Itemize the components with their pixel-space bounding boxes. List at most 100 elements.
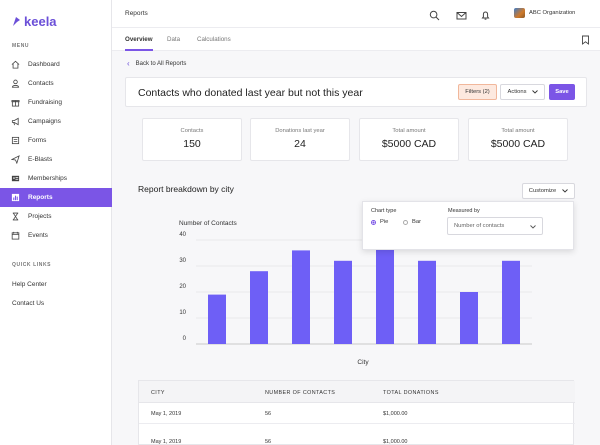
- stat-card-total-amount-2: Total amount $5000 CAD: [468, 118, 568, 161]
- cell-city: May 1, 2019: [151, 439, 182, 445]
- actions-button[interactable]: Actions: [500, 84, 545, 100]
- radio-indicator: [403, 219, 408, 225]
- column-header-city[interactable]: CITY: [151, 390, 165, 396]
- bar[interactable]: [250, 271, 268, 344]
- measured-by-label: Measured by: [448, 208, 480, 214]
- tab-overview[interactable]: Overview: [125, 36, 153, 43]
- bar[interactable]: [292, 250, 310, 344]
- column-header-contacts[interactable]: NUMBER OF CONTACTS: [265, 390, 336, 396]
- mail-icon[interactable]: [456, 8, 467, 20]
- page-title: Reports: [125, 10, 148, 17]
- sidebar-item-campaigns[interactable]: Campaigns: [0, 112, 112, 131]
- sidebar-item-contacts[interactable]: Contacts: [0, 74, 112, 93]
- bar[interactable]: [376, 245, 394, 344]
- customize-label: Customize: [528, 188, 557, 194]
- y-tick-label: 40: [179, 232, 186, 238]
- save-button[interactable]: Save: [549, 84, 575, 100]
- stat-value: $5000 CAD: [490, 138, 546, 150]
- stat-value: $5000 CAD: [381, 138, 437, 150]
- cell-city: May 1, 2019: [151, 411, 182, 417]
- x-axis-label: City: [357, 359, 369, 366]
- calendar-icon: [11, 231, 20, 240]
- report-title: Contacts who donated last year but not t…: [138, 87, 363, 99]
- megaphone-icon: [11, 117, 20, 126]
- app-logo[interactable]: keela: [12, 14, 57, 29]
- sidebar-item-forms[interactable]: Forms: [0, 131, 112, 150]
- back-link-label: Back to All Reports: [135, 60, 187, 67]
- stat-value: 150: [183, 138, 201, 150]
- customize-panel: Chart type Pie Bar Measured by Number of…: [362, 201, 574, 250]
- stat-value: 24: [294, 138, 306, 150]
- y-tick-label: 0: [183, 336, 187, 342]
- breakdown-table: CITY NUMBER OF CONTACTS TOTAL DONATIONS …: [138, 380, 575, 445]
- form-icon: [11, 136, 20, 145]
- bookmark-icon[interactable]: [581, 35, 590, 45]
- sidebar-item-label: Fundraising: [28, 99, 62, 106]
- report-chart-icon: [11, 193, 20, 202]
- radio-pie[interactable]: Pie: [371, 219, 388, 225]
- filters-button[interactable]: Filters (2): [458, 84, 497, 100]
- organization-name: ABC Organization: [529, 10, 576, 16]
- active-tab-indicator: [125, 49, 153, 51]
- sidebar-item-projects[interactable]: Projects: [0, 207, 112, 226]
- customize-button[interactable]: Customize: [522, 183, 575, 199]
- radio-label: Pie: [380, 219, 389, 225]
- sidebar-item-fundraising[interactable]: Fundraising: [0, 93, 112, 112]
- gift-icon: [11, 98, 20, 107]
- home-icon: [11, 60, 20, 69]
- radio-label: Bar: [412, 219, 422, 225]
- stat-label: Total amount: [501, 128, 535, 134]
- bar[interactable]: [418, 260, 436, 344]
- stat-label: Total amount: [392, 128, 426, 134]
- table-header: CITY NUMBER OF CONTACTS TOTAL DONATIONS: [139, 381, 575, 403]
- organization-avatar: [514, 8, 525, 18]
- sidebar-item-reports[interactable]: Reports: [0, 188, 112, 207]
- bar[interactable]: [502, 260, 520, 344]
- radio-bar[interactable]: Bar: [403, 219, 421, 225]
- sidebar-item-eblasts[interactable]: E-Blasts: [0, 150, 112, 169]
- measured-by-select[interactable]: Number of contacts: [447, 217, 543, 235]
- measured-by-value: Number of contacts: [454, 223, 505, 229]
- chart-type-label: Chart type: [371, 208, 397, 214]
- y-tick-label: 30: [179, 258, 186, 264]
- radio-indicator: [371, 219, 376, 225]
- sidebar-item-label: Memberships: [28, 175, 68, 182]
- cell-donations: $1,000.00: [383, 411, 408, 417]
- help-center-link[interactable]: Help Center: [12, 281, 47, 288]
- id-card-icon: [11, 174, 20, 183]
- organization-menu[interactable]: ABC Organization: [514, 8, 575, 18]
- sidebar-item-label: Projects: [28, 213, 52, 220]
- sidebar-item-label: Contacts: [28, 80, 54, 87]
- chevron-down-icon: [562, 189, 569, 193]
- sidebar-item-label: Campaigns: [28, 118, 61, 125]
- sidebar-item-events[interactable]: Events: [0, 226, 112, 245]
- quick-links-label: QUICK LINKS: [12, 262, 52, 268]
- contact-us-link[interactable]: Contact Us: [12, 300, 45, 307]
- table-row[interactable]: May 1, 2019 56 $1,000.00: [139, 403, 575, 424]
- bar[interactable]: [208, 294, 226, 344]
- tab-data[interactable]: Data: [167, 36, 181, 43]
- paper-plane-icon: [11, 155, 20, 164]
- cell-donations: $1,000.00: [383, 439, 408, 445]
- sidebar-item-dashboard[interactable]: Dashboard: [0, 55, 112, 74]
- bar[interactable]: [334, 260, 352, 344]
- bar[interactable]: [460, 292, 478, 344]
- back-to-reports-link[interactable]: ‹ Back to All Reports: [127, 59, 186, 68]
- hourglass-icon: [11, 212, 20, 221]
- stat-label: Contacts: [180, 128, 204, 134]
- sidebar-item-label: Reports: [28, 194, 53, 201]
- breakdown-title: Report breakdown by city: [138, 184, 234, 194]
- bell-icon[interactable]: [480, 8, 491, 20]
- stat-card-donations: Donations last year 24: [250, 118, 350, 161]
- y-tick-label: 10: [179, 310, 186, 316]
- column-header-donations[interactable]: TOTAL DONATIONS: [383, 390, 439, 396]
- table-row[interactable]: May 1, 2019 56 $1,000.00: [139, 431, 575, 445]
- tab-bar: Overview Data Calculations: [112, 28, 600, 51]
- sidebar-item-label: Forms: [28, 137, 47, 144]
- menu-section-label: MENU: [12, 43, 30, 49]
- logo-text: keela: [24, 14, 57, 29]
- search-icon[interactable]: [429, 8, 440, 21]
- keela-logo-icon: [13, 17, 20, 26]
- tab-calculations[interactable]: Calculations: [197, 36, 231, 43]
- sidebar-item-memberships[interactable]: Memberships: [0, 169, 112, 188]
